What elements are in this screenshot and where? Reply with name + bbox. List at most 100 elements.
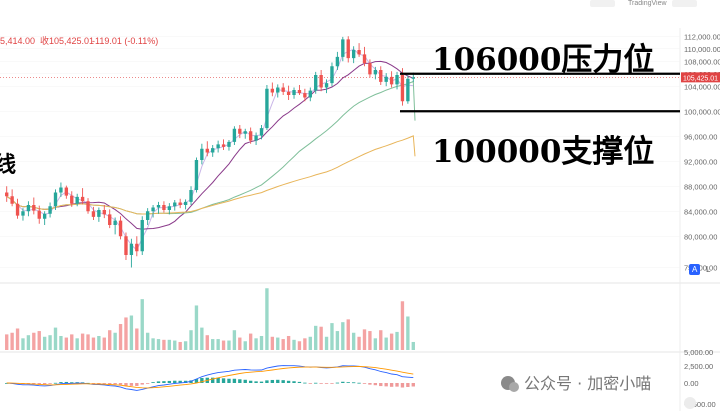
volume-bar	[346, 319, 350, 350]
candle-body	[384, 76, 388, 82]
macd-histogram-bar	[303, 382, 307, 384]
log-scale-button[interactable]: L	[706, 265, 711, 274]
candle	[303, 88, 307, 102]
candle-body	[346, 39, 350, 59]
macd-histogram-bar	[113, 383, 117, 385]
volume-bar	[178, 341, 182, 350]
ohlc-close-label: 收105,425.01	[40, 35, 94, 46]
candle	[26, 201, 31, 217]
volume-bar	[384, 337, 388, 350]
volume-bar	[281, 339, 285, 350]
candle	[48, 202, 52, 218]
price-tick-label: 84,000.00	[684, 207, 717, 216]
candle	[254, 132, 258, 145]
candle	[173, 200, 177, 211]
candle-body	[330, 66, 334, 84]
price-tick-label: 75,000.00	[684, 264, 717, 273]
settings-gear-icon[interactable]	[684, 397, 696, 409]
candle-body	[42, 213, 47, 219]
volume-bar	[124, 317, 128, 350]
volume-bar	[406, 316, 410, 350]
macd-pane	[5, 365, 415, 391]
candle-body	[135, 243, 139, 252]
candle-body	[357, 50, 361, 55]
candle-body	[238, 128, 242, 134]
candle	[108, 209, 112, 229]
volume-bar	[373, 338, 378, 350]
volume-bar	[292, 339, 296, 350]
macd-tick-label: 0.00	[684, 379, 699, 388]
macd-histogram-bar	[346, 382, 350, 384]
price-axis[interactable]: 112,000.00110,000.00108,000.00106,000.00…	[681, 32, 720, 409]
candle-body	[86, 201, 90, 212]
tradingview-logo: TradingView	[628, 0, 667, 7]
macd-histogram-bar	[319, 383, 323, 384]
volume-bar	[243, 341, 247, 350]
candle	[178, 198, 182, 209]
volume-bar	[26, 335, 31, 350]
auto-scale-button[interactable]: A	[689, 264, 700, 275]
volume-bar	[265, 288, 269, 350]
candle	[135, 236, 139, 257]
macd-histogram-bar	[135, 383, 139, 386]
volume-bar	[108, 330, 112, 350]
candle-body	[303, 93, 307, 98]
volume-bar	[232, 330, 237, 350]
volume-bar	[411, 341, 415, 350]
volume-bar	[183, 341, 188, 350]
macd-histogram-bar	[200, 377, 204, 383]
volume-bar	[48, 335, 52, 350]
volume-bar	[379, 330, 383, 350]
macd-histogram-bar	[276, 379, 280, 383]
toolbar-chip[interactable]	[672, 0, 697, 7]
macd-histogram-bar	[145, 383, 150, 384]
toolbar-chip[interactable]	[590, 0, 615, 7]
current-price-label: 105,425.01	[683, 75, 718, 82]
volume-bar	[140, 299, 144, 350]
candle	[368, 59, 372, 78]
candle	[200, 143, 204, 165]
candle-body	[102, 210, 106, 215]
candle-body	[124, 236, 128, 255]
candle-body	[194, 160, 199, 190]
candle	[232, 126, 237, 145]
candle-body	[341, 39, 345, 57]
candles	[5, 36, 415, 268]
candle-body	[281, 87, 285, 92]
candle-body	[243, 131, 247, 134]
candle	[15, 198, 20, 219]
candle	[384, 73, 388, 87]
candle-body	[178, 202, 182, 205]
volume-bar	[118, 324, 123, 350]
candle-body	[211, 148, 215, 153]
candle-body	[362, 54, 367, 64]
macd-histogram-bar	[194, 379, 199, 383]
candle	[53, 189, 58, 210]
price-tick-label: 110,000.00	[684, 45, 720, 54]
candle-body	[406, 78, 410, 102]
candle	[75, 193, 79, 207]
candle-body	[108, 214, 112, 225]
candle-body	[200, 148, 204, 160]
volume-bar	[5, 334, 9, 350]
candle	[59, 182, 63, 197]
volume-bars	[5, 288, 415, 350]
price-tick-label: 104,000.00	[684, 82, 720, 91]
macd-histogram-bar	[362, 383, 367, 384]
candle	[335, 51, 340, 70]
candle-body	[368, 63, 372, 75]
macd-histogram-bar	[265, 380, 269, 383]
candle-body	[324, 83, 329, 88]
candle	[102, 205, 106, 219]
current-price-badge	[681, 72, 720, 83]
volume-bar	[15, 328, 20, 350]
candle	[221, 139, 226, 150]
candle-body	[270, 88, 275, 93]
macd-histogram-bar	[406, 383, 410, 387]
macd-histogram-bar	[297, 381, 302, 383]
candle	[308, 87, 312, 102]
candle	[395, 71, 399, 90]
volume-bar	[319, 326, 323, 350]
macd-histogram-bar	[102, 383, 106, 384]
